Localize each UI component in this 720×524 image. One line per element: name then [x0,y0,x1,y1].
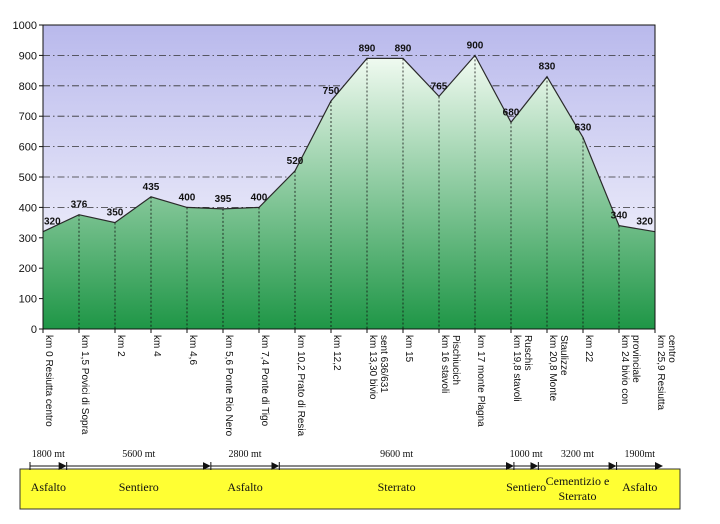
x-axis: km 0 Resiutta centro km 1,5 Povici di Sop… [42,329,677,437]
y-tick-label: 300 [19,233,37,245]
segment-surface: Cementizio e [546,474,610,488]
x-tick-label-group: km 25,9 Resiutta centro [655,335,677,410]
x-tick-label: km 20,8 Monte [547,335,558,402]
segment-surface: Sentiero [119,480,159,494]
route-segments: 1800 mt Asfalto 5600 mt Sentiero 2800 mt Asfa… [19,449,681,510]
x-tick-label-group: km 13,30 bivio sent 636/631 [367,335,389,400]
data-label: 376 [71,200,88,211]
segment-distance: 1000 mt [510,449,543,460]
x-tick-label: km 19,8 stavoli [511,335,522,402]
x-tick-label: km 10,2 Prato di Resia [295,335,306,437]
x-tick-label-group: km 1,5 Povici di Sopra [79,335,90,435]
x-tick-label: Ruschis [522,335,533,371]
x-tick-label-group: km 2 [115,335,126,357]
x-tick-label: km 7,4 Ponte di Tigo [259,335,270,427]
x-tick-label-group: km 5,6 Ponte Rio Nero [223,335,234,437]
x-tick-label-group: km 19,8 stavoli Ruschis [511,335,533,402]
x-tick-label: km 5,6 Ponte Rio Nero [223,335,234,437]
segment-distance: 9600 mt [380,449,413,460]
x-tick-label: km 12,2 [331,335,342,371]
x-tick-label: km 2 [115,335,126,357]
x-tick-label: km 25,9 Resiutta [655,335,666,410]
x-tick-label-group: km 17 monte Plagna [475,335,486,427]
data-labels: 320 376 350 435 400 395 400 520 750 890 890 765 900 6… [44,40,653,227]
data-label: 435 [143,182,160,193]
x-tick-label-group: km 10,2 Prato di Resia [295,335,306,437]
segment-surface: Sterrato [558,489,596,503]
data-label: 900 [467,40,484,51]
x-tick-label-group: km 0 Resiutta centro [43,335,54,427]
x-tick-label-group: km 24 bivio con provinciale [619,335,641,404]
x-tick-label: centro [666,335,677,363]
segment-distance: 3200 mt [561,449,594,460]
y-tick-label: 1000 [13,20,37,32]
data-label: 830 [539,62,556,73]
x-tick-label-group: km 12,2 [331,335,342,371]
x-tick-label: km 15 [403,335,414,363]
data-label: 340 [611,211,628,222]
segment-surface: Sentiero [506,480,546,494]
x-tick-label: km 4,6 [187,335,198,365]
x-tick-label: Pischiucich [450,335,461,385]
data-label: 320 [44,217,61,228]
elevation-area [42,24,656,330]
x-tick-label: km 0 Resiutta centro [43,335,54,427]
data-label: 320 [636,217,653,228]
data-label: 520 [287,156,304,167]
x-tick-label-group: km 22 [583,335,594,363]
segment-distance: 1900mt [625,449,656,460]
elevation-fill [43,55,655,330]
surface-band [19,468,681,510]
segment-surface: Sterrato [378,480,416,494]
segment-surface: Asfalto [31,480,66,494]
segment-surface: Asfalto [622,480,657,494]
y-axis: 0 100 200 300 400 500 600 700 800 900 1000 [13,20,43,336]
y-tick-label: 100 [19,294,37,306]
x-tick-label-group: km 4 [151,335,162,357]
y-tick-label: 900 [19,50,37,62]
y-tick-label: 800 [19,81,37,93]
data-label: 890 [395,43,412,54]
x-tick-label-group: km 4,6 [187,335,198,365]
data-label: 400 [251,192,268,203]
data-label: 630 [575,122,592,133]
y-tick-label: 600 [19,142,37,154]
y-tick-label: 400 [19,202,37,214]
data-label: 890 [359,43,376,54]
elevation-line [42,54,656,233]
x-tick-label: km 16 stavoli [439,335,450,393]
y-tick-label: 0 [31,324,37,336]
y-tick-label: 700 [19,111,37,123]
x-tick-label: km 22 [583,335,594,363]
data-label: 400 [179,192,196,203]
segment-distance: 1800 mt [32,449,65,460]
segment-surface: Asfalto [227,480,262,494]
segment-distance: 5600 mt [122,449,155,460]
x-tick-label: km 24 bivio con [619,335,630,404]
segment-distance: 2800 mt [229,449,262,460]
x-tick-label: sent 636/631 [378,335,389,393]
data-label: 395 [215,194,232,205]
data-label: 680 [503,107,520,118]
x-tick-label: km 17 monte Plagna [475,335,486,427]
x-tick-label: Staulizze [558,335,569,376]
x-tick-label: km 4 [151,335,162,357]
data-label: 750 [323,86,340,97]
x-tick-label-group: km 7,4 Ponte di Tigo [259,335,270,427]
data-label: 765 [431,81,448,92]
data-label: 350 [107,208,124,219]
y-tick-label: 200 [19,263,37,275]
x-tick-label: provinciale [630,335,641,383]
x-tick-label: km 13,30 bivio [367,335,378,400]
x-tick-label-group: km 20,8 Monte Staulizze [547,335,569,402]
x-tick-label-group: km 15 [403,335,414,363]
x-tick-label: km 1,5 Povici di Sopra [79,335,90,435]
y-tick-label: 500 [19,172,37,184]
x-tick-label-group: km 16 stavoli Pischiucich [439,335,461,393]
